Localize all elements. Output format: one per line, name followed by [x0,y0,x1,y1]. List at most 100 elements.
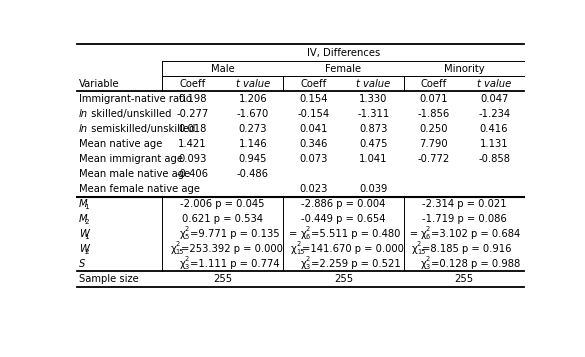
Text: χ: χ [412,244,418,254]
Text: =253.392 p = 0.000: =253.392 p = 0.000 [181,244,283,254]
Text: 1: 1 [84,234,89,240]
Text: Male: Male [211,64,235,74]
Text: =0.128 p = 0.988: =0.128 p = 0.988 [431,258,521,268]
Text: ln: ln [79,109,88,119]
Text: 2: 2 [84,249,89,255]
Text: -1.311: -1.311 [357,109,390,119]
Text: -2.314 p = 0.021: -2.314 p = 0.021 [422,199,506,209]
Text: =9.771 p = 0.135   =: =9.771 p = 0.135 = [190,229,297,239]
Text: -1.856: -1.856 [418,109,450,119]
Text: 2: 2 [305,226,309,232]
Text: 1: 1 [84,205,89,211]
Text: 2: 2 [426,256,430,262]
Text: -0.406: -0.406 [177,169,209,179]
Text: 1.330: 1.330 [359,94,388,104]
Text: 255: 255 [334,274,353,284]
Text: Coeff: Coeff [180,79,206,89]
Text: 0.273: 0.273 [239,124,267,134]
Text: 2: 2 [176,241,180,247]
Text: -2.006 p = 0.045: -2.006 p = 0.045 [181,199,265,209]
Text: 0.018: 0.018 [178,124,207,134]
Text: 1.041: 1.041 [359,154,388,164]
Text: χ: χ [180,229,185,239]
Text: 2: 2 [185,226,189,232]
Text: -1.234: -1.234 [478,109,510,119]
Text: 0.154: 0.154 [299,94,328,104]
Text: 2: 2 [417,241,421,247]
Text: χ: χ [421,229,426,239]
Text: χ: χ [180,258,185,268]
Text: t value: t value [477,79,511,89]
Text: -0.486: -0.486 [237,169,269,179]
Text: -1.670: -1.670 [237,109,269,119]
Text: -2.886 p = 0.004: -2.886 p = 0.004 [301,199,386,209]
Text: 3: 3 [185,264,189,270]
Text: 3: 3 [305,264,309,270]
Text: -0.772: -0.772 [418,154,450,164]
Text: 7.790: 7.790 [419,139,448,149]
Text: 2: 2 [305,256,309,262]
Text: W: W [79,229,89,239]
Text: 0.416: 0.416 [480,124,508,134]
Text: Mean immigrant age: Mean immigrant age [79,154,183,164]
Text: W: W [79,244,89,254]
Text: 255: 255 [455,274,473,284]
Text: 6: 6 [305,234,309,240]
Text: 0.071: 0.071 [419,94,448,104]
Text: Coeff: Coeff [300,79,326,89]
Text: χ: χ [421,258,426,268]
Text: =141.670 p = 0.000: =141.670 p = 0.000 [302,244,404,254]
Text: semiskilled/unskilled: semiskilled/unskilled [88,124,195,134]
Text: Variable: Variable [79,79,120,89]
Text: -0.858: -0.858 [478,154,510,164]
Text: 1.421: 1.421 [178,139,207,149]
Text: IV, Differences: IV, Differences [307,48,380,58]
Text: 0.047: 0.047 [480,94,508,104]
Text: 1.146: 1.146 [239,139,267,149]
Text: 6: 6 [426,234,430,240]
Text: -0.449 p = 0.654: -0.449 p = 0.654 [301,214,386,224]
Text: 0.073: 0.073 [299,154,328,164]
Text: 2: 2 [84,219,89,225]
Text: 2: 2 [426,226,430,232]
Text: 3: 3 [426,264,430,270]
Text: χ: χ [300,258,306,268]
Text: 0.093: 0.093 [178,154,207,164]
Text: 2: 2 [296,241,300,247]
Text: 15: 15 [176,249,184,255]
Text: 0.621 p = 0.534: 0.621 p = 0.534 [183,214,263,224]
Text: -1.719 p = 0.086: -1.719 p = 0.086 [422,214,506,224]
Text: 0.475: 0.475 [359,139,388,149]
Text: 0.346: 0.346 [299,139,328,149]
Text: 0.198: 0.198 [178,94,207,104]
Text: 1.206: 1.206 [239,94,267,104]
Text: 0.873: 0.873 [359,124,388,134]
Text: Immigrant-native ratio: Immigrant-native ratio [79,94,192,104]
Text: 0.250: 0.250 [419,124,448,134]
Text: t value: t value [236,79,270,89]
Text: 0.023: 0.023 [299,184,328,194]
Text: Coeff: Coeff [421,79,447,89]
Text: =5.511 p = 0.480   =: =5.511 p = 0.480 = [311,229,418,239]
Text: 1.131: 1.131 [480,139,508,149]
Text: Minority: Minority [443,64,484,74]
Text: M: M [79,199,88,209]
Text: 15: 15 [417,249,425,255]
Text: ln: ln [79,124,88,134]
Text: χ: χ [300,229,306,239]
Text: =8.185 p = 0.916: =8.185 p = 0.916 [422,244,512,254]
Text: Mean female native age: Mean female native age [79,184,200,194]
Text: 5: 5 [185,234,189,240]
Text: -0.277: -0.277 [177,109,209,119]
Text: Female: Female [325,64,362,74]
Text: M: M [79,214,88,224]
Text: 0.039: 0.039 [359,184,388,194]
Text: Mean male native age: Mean male native age [79,169,190,179]
Text: -0.154: -0.154 [297,109,329,119]
Text: =3.102 p = 0.684: =3.102 p = 0.684 [431,229,521,239]
Text: =1.111 p = 0.774: =1.111 p = 0.774 [190,258,280,268]
Text: =2.259 p = 0.521: =2.259 p = 0.521 [311,258,401,268]
Text: S: S [79,258,85,268]
Text: χ: χ [291,244,297,254]
Text: Sample size: Sample size [79,274,139,284]
